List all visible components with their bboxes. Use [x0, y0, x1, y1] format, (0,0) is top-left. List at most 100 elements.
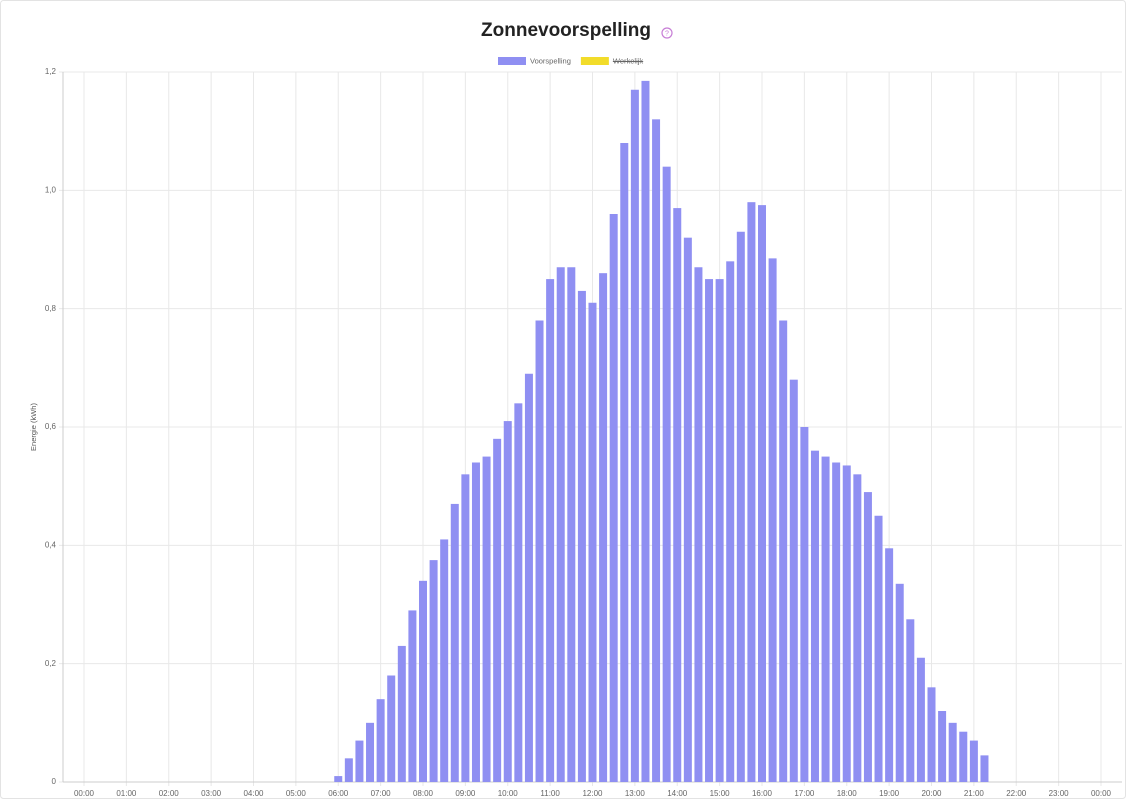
bar	[376, 699, 385, 782]
x-tick-label: 23:00	[1049, 789, 1070, 798]
bar	[969, 740, 978, 782]
bar	[715, 279, 724, 782]
bar	[440, 539, 449, 782]
x-tick-label: 13:00	[625, 789, 646, 798]
bar	[959, 731, 968, 782]
bar	[419, 580, 427, 782]
bar	[641, 80, 650, 782]
bar	[429, 560, 438, 782]
legend-swatch[interactable]	[498, 57, 526, 65]
x-tick-label: 00:00	[1091, 789, 1112, 798]
x-tick-label: 15:00	[710, 789, 731, 798]
svg-text:?: ?	[665, 30, 669, 37]
bar	[503, 421, 512, 782]
y-tick-label: 0,6	[45, 422, 57, 431]
bar	[927, 687, 936, 782]
bar	[471, 462, 480, 782]
bar	[482, 456, 491, 782]
bar	[366, 722, 375, 782]
bar	[736, 231, 745, 782]
bar	[355, 740, 364, 782]
bar	[567, 267, 576, 782]
y-tick-label: 0	[52, 777, 57, 786]
x-tick-label: 07:00	[371, 789, 392, 798]
bar	[334, 776, 343, 782]
x-tick-label: 09:00	[455, 789, 476, 798]
bar	[789, 379, 798, 782]
x-tick-label: 11:00	[540, 789, 560, 798]
bar	[344, 758, 353, 782]
y-tick-label: 1,2	[45, 67, 57, 76]
x-tick-label: 02:00	[159, 789, 180, 798]
bar	[408, 610, 417, 782]
bar	[493, 438, 502, 782]
bar	[747, 202, 756, 782]
x-tick-label: 10:00	[498, 789, 519, 798]
x-tick-label: 14:00	[667, 789, 688, 798]
x-tick-label: 03:00	[201, 789, 222, 798]
bar	[535, 320, 544, 782]
x-tick-label: 00:00	[74, 789, 95, 798]
x-tick-label: 19:00	[879, 789, 900, 798]
bar	[821, 456, 830, 782]
bar	[906, 619, 915, 782]
bar	[800, 427, 809, 782]
bar	[577, 290, 586, 782]
bar	[694, 267, 703, 782]
x-tick-label: 18:00	[837, 789, 858, 798]
legend-label[interactable]: Werkelijk	[613, 56, 644, 65]
x-tick-label: 16:00	[752, 789, 773, 798]
bar	[514, 403, 523, 782]
y-tick-label: 0,4	[45, 540, 57, 549]
bar	[885, 548, 894, 782]
bar	[705, 279, 714, 782]
x-tick-label: 08:00	[413, 789, 434, 798]
bar	[673, 208, 682, 783]
bar	[662, 166, 671, 782]
x-tick-label: 01:00	[116, 789, 137, 798]
bar	[450, 503, 459, 782]
x-tick-label: 12:00	[582, 789, 603, 798]
bar	[546, 279, 555, 782]
bar	[524, 373, 533, 782]
bar	[779, 320, 788, 782]
chart-title: Zonnevoorspelling	[481, 20, 651, 41]
bar	[810, 450, 819, 782]
bar	[842, 465, 851, 782]
x-tick-label: 21:00	[964, 789, 985, 798]
bar	[726, 261, 735, 782]
bar	[938, 711, 947, 782]
bar	[768, 258, 777, 782]
bar	[863, 492, 872, 782]
bar	[683, 237, 692, 782]
bar	[832, 462, 841, 782]
bar	[948, 722, 957, 782]
bar	[397, 645, 406, 782]
bar	[609, 214, 618, 782]
bar	[853, 474, 862, 782]
bar	[630, 89, 639, 782]
bar	[874, 515, 883, 782]
y-tick-label: 0,8	[45, 304, 57, 313]
bar	[387, 675, 396, 782]
bar	[461, 474, 470, 782]
x-tick-label: 20:00	[921, 789, 942, 798]
bar	[556, 267, 565, 782]
bar	[620, 143, 629, 782]
bar	[652, 119, 661, 783]
x-tick-label: 22:00	[1006, 789, 1027, 798]
legend-label[interactable]: Voorspelling	[530, 56, 571, 65]
bar	[980, 755, 989, 782]
y-tick-label: 0,2	[45, 659, 57, 668]
x-tick-label: 06:00	[328, 789, 349, 798]
bar	[895, 583, 904, 782]
x-tick-label: 17:00	[794, 789, 815, 798]
bar	[758, 205, 766, 782]
legend-swatch[interactable]	[580, 57, 609, 65]
x-tick-label: 05:00	[286, 789, 307, 798]
y-axis-title: Energie (kWh)	[29, 403, 38, 451]
x-tick-label: 04:00	[243, 789, 264, 798]
y-tick-label: 1,0	[45, 185, 57, 194]
help-icon[interactable]: ?	[661, 27, 673, 39]
